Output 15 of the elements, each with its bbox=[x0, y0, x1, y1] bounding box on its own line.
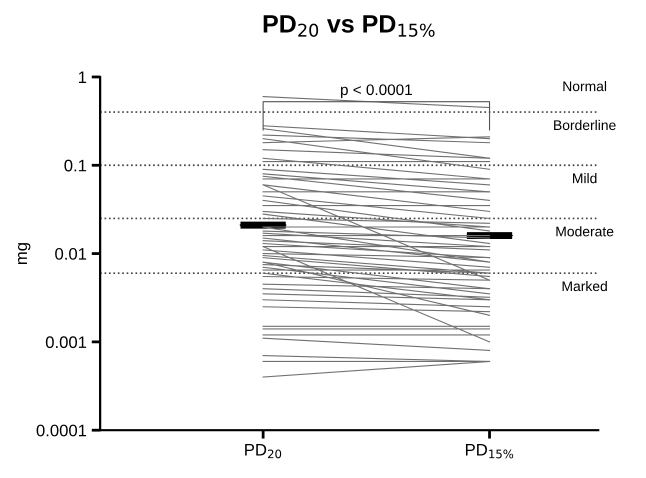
y-tick-label: 0.1 bbox=[64, 160, 86, 172]
annotation: Normal bbox=[563, 81, 606, 92]
chart-title: PD$_{20}$ vs PD$_{15%}$ bbox=[264, 15, 435, 37]
annotation: p < 0.0001 bbox=[341, 84, 412, 98]
annotation: Mild bbox=[573, 173, 596, 184]
x-tick-label: PD$_{20}$ bbox=[245, 444, 282, 458]
annotation: Borderline bbox=[554, 120, 616, 130]
y-axis-title: mg bbox=[18, 243, 30, 264]
y-tick-label: 0.0001 bbox=[36, 424, 86, 436]
y-tick-label: 1 bbox=[78, 72, 86, 83]
y-tick-label: 0.001 bbox=[46, 336, 86, 348]
annotation: Marked bbox=[562, 280, 607, 292]
y-tick-label: 0.01 bbox=[55, 248, 86, 260]
annotation: Moderate bbox=[556, 226, 614, 236]
x-tick-label: PD$_{15%}$ bbox=[466, 444, 514, 458]
